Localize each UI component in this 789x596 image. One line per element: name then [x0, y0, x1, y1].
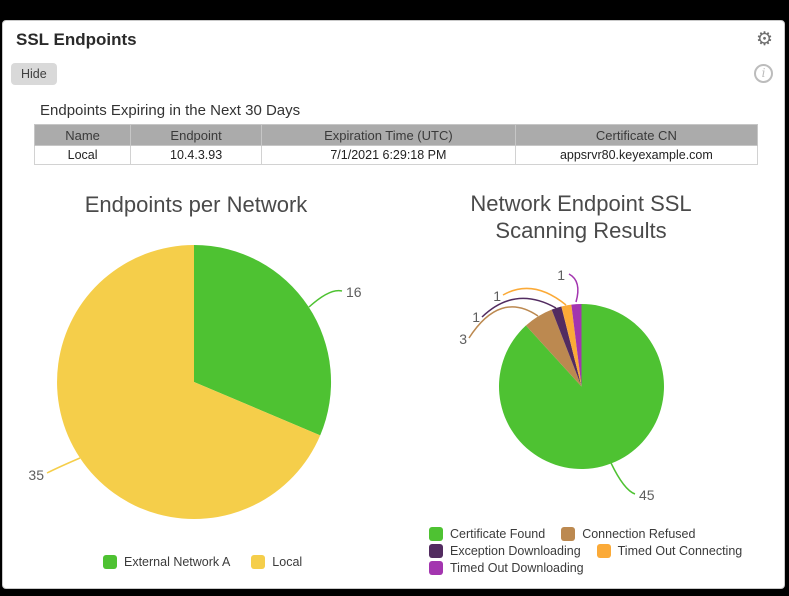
value-label-connection-refused: 3: [459, 331, 467, 347]
pie-scanning-results: Network Endpoint SSL Scanning Results 45…: [459, 191, 691, 503]
legend-label-exception-downloading: Exception Downloading: [450, 544, 581, 558]
pie-endpoints-per-network: Endpoints per Network 16 35: [28, 192, 362, 519]
legend-label-local: Local: [272, 555, 303, 569]
legend-row-3: Timed Out Downloading: [429, 561, 584, 575]
legend-item-external-network-a[interactable]: External Network A: [103, 555, 230, 569]
chart-title-scanning-results-line2: Scanning Results: [495, 218, 666, 243]
chart-title-scanning-results-line1: Network Endpoint SSL: [470, 191, 691, 216]
legend-swatch-timed-out-connecting: [596, 544, 611, 558]
legend-swatch-timed-out-downloading: [429, 561, 443, 575]
legend-row-2: Exception Downloading Timed Out Connecti…: [429, 544, 742, 558]
legend-item-local[interactable]: Local: [251, 555, 302, 569]
legend-row-1: Certificate Found Connection Refused: [429, 527, 695, 541]
pie-slice-exception-downloading[interactable]: [551, 306, 582, 387]
legend-label-certificate-found: Certificate Found: [450, 527, 546, 541]
legend-label-external-network-a: External Network A: [124, 555, 231, 569]
ssl-endpoints-panel: SSL Endpoints ⚙ Hide i Endpoints Expirin…: [2, 20, 785, 589]
value-label-external-network-a: 16: [346, 284, 362, 300]
pie-slice-timed-out-connecting[interactable]: [561, 304, 582, 387]
legend-label-timed-out-connecting: Timed Out Connecting: [617, 544, 743, 558]
pie-slice-timed-out-downloading[interactable]: [571, 304, 582, 387]
legend-swatch-connection-refused: [561, 527, 576, 541]
leader-line-certificate-found: [610, 462, 636, 495]
legend-item-exception-downloading[interactable]: Exception Downloading: [429, 544, 581, 558]
legend-endpoints-per-network: External Network A Local: [103, 555, 302, 569]
info-icon[interactable]: i: [754, 64, 773, 83]
col-header-endpoint: Endpoint: [130, 124, 263, 146]
leader-line-timed-out-downloading: [568, 273, 579, 303]
legend-item-connection-refused[interactable]: Connection Refused: [561, 527, 695, 541]
cell-certificate-cn: appsrvr80.keyexample.com: [514, 145, 759, 165]
hide-button[interactable]: Hide: [11, 63, 57, 85]
cell-endpoint: 10.4.3.93: [130, 145, 263, 165]
cell-expiration: 7/1/2021 6:29:18 PM: [261, 145, 516, 165]
leader-line-external-network-a: [308, 289, 343, 308]
settings-gear-icon[interactable]: ⚙: [755, 29, 773, 50]
legend-scanning-results: Certificate Found Connection Refused Exc…: [429, 527, 742, 575]
expiring-table-title: Endpoints Expiring in the Next 30 Days: [40, 102, 301, 119]
col-header-expiration: Expiration Time (UTC): [261, 124, 516, 146]
legend-item-certificate-found[interactable]: Certificate Found: [429, 527, 545, 541]
value-label-exception-downloading: 1: [472, 309, 480, 325]
value-label-timed-out-connecting: 1: [493, 288, 501, 304]
legend-swatch-external-network-a: [103, 555, 117, 569]
pie-slice-certificate-found[interactable]: [498, 304, 664, 469]
table-row: Local 10.4.3.93 7/1/2021 6:29:18 PM apps…: [33, 145, 759, 165]
table-header-row: Name Endpoint Expiration Time (UTC) Cert…: [33, 124, 759, 146]
legend-swatch-certificate-found: [429, 527, 443, 541]
value-label-local: 35: [28, 467, 44, 483]
chart-title-endpoints-per-network: Endpoints per Network: [85, 192, 309, 217]
expiring-endpoints-table: Name Endpoint Expiration Time (UTC) Cert…: [33, 124, 759, 165]
legend-swatch-exception-downloading: [429, 544, 443, 558]
panel-title: SSL Endpoints: [16, 30, 137, 49]
cell-name: Local: [33, 145, 132, 165]
legend-item-timed-out-downloading[interactable]: Timed Out Downloading: [429, 561, 584, 575]
legend-label-timed-out-downloading: Timed Out Downloading: [450, 561, 584, 575]
col-header-name: Name: [33, 124, 132, 146]
leader-line-timed-out-connecting: [502, 287, 567, 306]
pie-slice-local[interactable]: [57, 245, 321, 519]
pie-slice-connection-refused[interactable]: [525, 309, 582, 387]
leader-line-local: [46, 457, 81, 474]
value-label-timed-out-downloading: 1: [557, 267, 565, 283]
legend-item-timed-out-connecting[interactable]: Timed Out Connecting: [596, 544, 743, 558]
legend-swatch-local: [251, 555, 266, 569]
value-label-certificate-found: 45: [639, 487, 655, 503]
pie-slice-external-network-a[interactable]: [194, 245, 332, 436]
col-header-certificate-cn: Certificate CN: [514, 124, 759, 146]
legend-label-connection-refused: Connection Refused: [582, 527, 696, 541]
